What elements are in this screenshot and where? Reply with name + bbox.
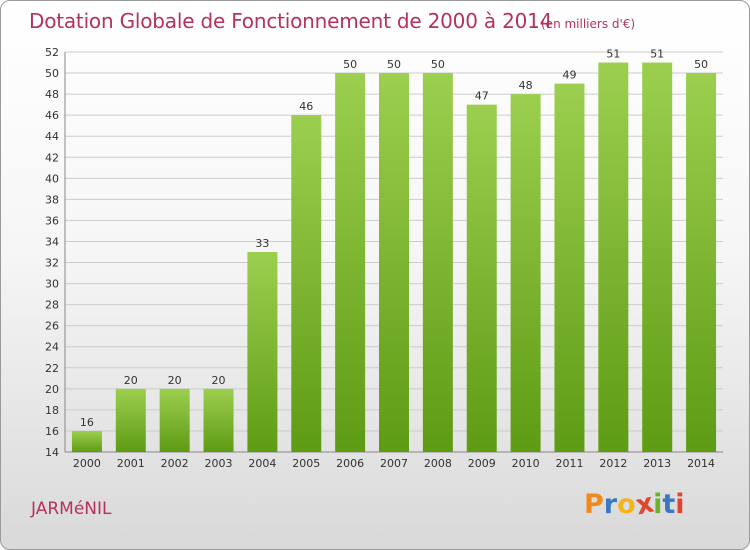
y-tick-label: 46 (45, 109, 59, 122)
x-tick-label-2006: 2006 (336, 457, 364, 470)
bar-2005 (291, 115, 322, 452)
x-tick-label-2003: 2003 (205, 457, 233, 470)
x-tick-label-2008: 2008 (424, 457, 452, 470)
bar-2011 (554, 83, 585, 452)
y-tick-label: 52 (45, 46, 59, 59)
x-tick-label-2004: 2004 (248, 457, 276, 470)
y-tick-label: 14 (45, 446, 59, 459)
x-tick-label-2002: 2002 (161, 457, 189, 470)
value-label-2012: 51 (606, 48, 620, 61)
x-tick-label-2011: 2011 (555, 457, 583, 470)
y-tick-label: 20 (45, 383, 59, 396)
logo-letter: r (603, 489, 618, 520)
y-tick-label: 26 (45, 320, 59, 333)
y-tick-label: 24 (45, 341, 59, 354)
y-tick-label: 36 (45, 214, 59, 227)
bar-2009 (466, 104, 497, 452)
bar-2010 (510, 94, 541, 453)
bar-2006 (335, 73, 366, 452)
bar-2002 (159, 388, 190, 452)
y-tick-label: 22 (45, 362, 59, 375)
logo-letter: t (662, 489, 676, 520)
y-tick-label: 16 (45, 425, 59, 438)
y-tick-label: 38 (45, 193, 59, 206)
x-tick-label-2000: 2000 (73, 457, 101, 470)
value-label-2007: 50 (387, 58, 401, 71)
bar-2004 (247, 252, 278, 452)
y-tick-label: 44 (45, 130, 59, 143)
y-tick-label: 42 (45, 151, 59, 164)
location-name: JARMéNIL (31, 499, 112, 519)
value-label-2014: 50 (694, 58, 708, 71)
value-labels: 16 20 20 20 33 46 50 50 50 47 48 49 51 51 50 (80, 48, 708, 429)
logo-letter: o (617, 489, 636, 520)
bars (71, 62, 717, 453)
y-tick-label: 30 (45, 278, 59, 291)
value-label-2008: 50 (431, 58, 445, 71)
logo-letter: i (653, 489, 663, 520)
value-label-2009: 47 (475, 90, 489, 103)
chart-title: Dotation Globale de Fonctionnement de 20… (29, 9, 553, 33)
x-tick-label-2005: 2005 (292, 457, 320, 470)
value-label-2010: 48 (519, 79, 533, 92)
value-label-2000: 16 (80, 416, 94, 429)
bar-2003 (203, 388, 234, 452)
x-tick-label-2013: 2013 (643, 457, 671, 470)
y-tick-label: 50 (45, 67, 59, 80)
logo-letter: P (584, 489, 604, 520)
chart-subtitle: (en milliers d'€) (541, 17, 636, 31)
y-tick-labels: 14 16 18 20 22 24 26 28 30 32 34 36 38 40 42 44 46 48 50 52 (45, 46, 59, 459)
value-label-2003: 20 (212, 374, 226, 387)
bar-2014 (686, 73, 717, 452)
bar-2001 (115, 388, 146, 452)
y-tick-label: 28 (45, 299, 59, 312)
value-label-2006: 50 (343, 58, 357, 71)
bar-2007 (379, 73, 409, 452)
value-label-2001: 20 (124, 374, 138, 387)
x-tick-label-2012: 2012 (599, 457, 627, 470)
x-tick-label-2007: 2007 (380, 457, 408, 470)
y-tick-label: 40 (45, 172, 59, 185)
y-tick-label: 18 (45, 404, 59, 417)
bar-2013 (642, 62, 673, 453)
value-label-2002: 20 (168, 374, 182, 387)
y-tick-label: 32 (45, 257, 59, 270)
proxiti-logo: Proxiti (584, 488, 685, 522)
bar-2012 (598, 62, 629, 453)
x-tick-label-2010: 2010 (512, 457, 540, 470)
bar-2008 (422, 73, 453, 452)
value-label-2005: 46 (299, 100, 313, 113)
x-tick-label-2001: 2001 (117, 457, 145, 470)
x-tick-labels: 2000 2001 2002 2003 2004 2005 2006 2007 2008 2009… (73, 457, 715, 470)
value-label-2004: 33 (255, 237, 269, 250)
y-tick-label: 48 (45, 88, 59, 101)
value-label-2011: 49 (562, 69, 576, 82)
y-tick-label: 34 (45, 235, 59, 248)
value-label-2013: 51 (650, 48, 664, 61)
logo-letter: i (675, 489, 685, 520)
bar-2000 (71, 430, 102, 452)
x-tick-label-2009: 2009 (468, 457, 496, 470)
x-tick-label-2014: 2014 (687, 457, 715, 470)
